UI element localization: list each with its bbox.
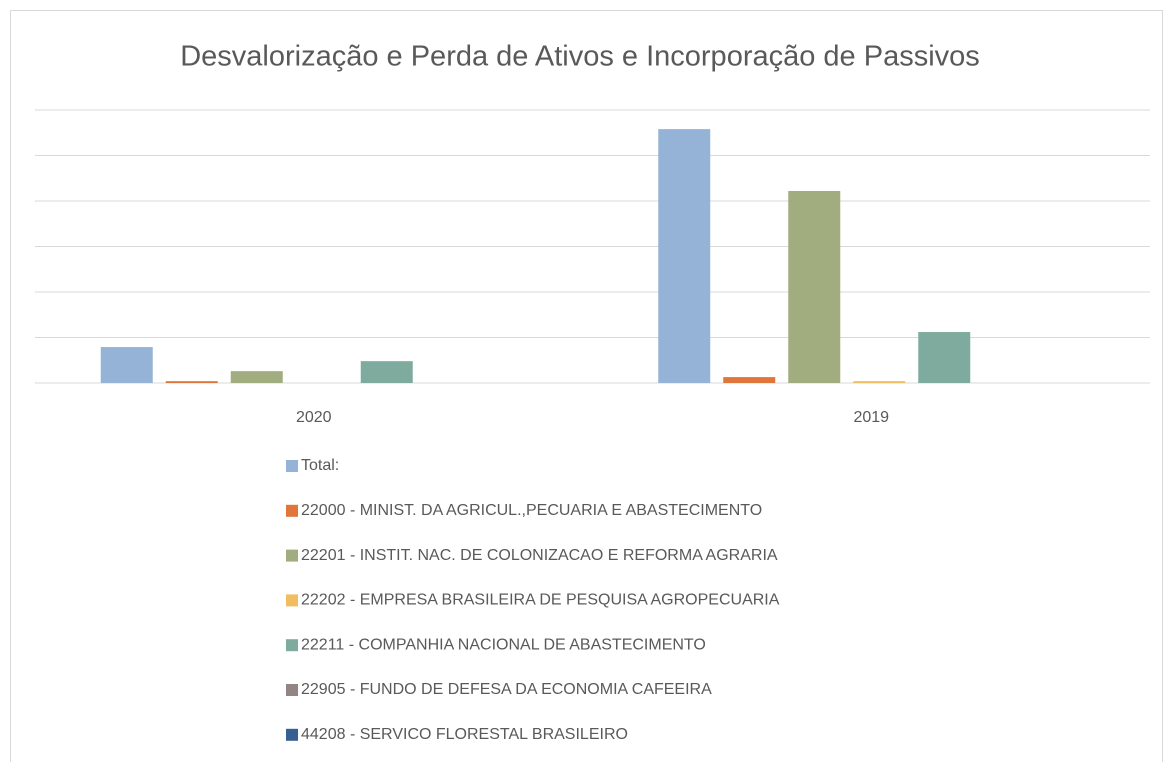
bar [658,129,711,383]
legend-label: 22201 - INSTIT. NAC. DE COLONIZACAO E RE… [301,547,778,564]
legend-swatch [286,460,298,472]
legend-swatch [286,728,298,741]
legend-swatch [286,684,298,696]
bar [853,381,906,383]
legend-label: Total: [301,457,339,474]
x-tick-label: 2020 [296,409,332,426]
legend-swatch [286,639,298,652]
chart-title: Desvalorização e Perda de Ativos e Incor… [180,41,980,73]
bar [360,361,413,383]
legend-swatch [286,549,298,562]
legend-label: 22000 - MINIST. DA AGRICUL.,PECUARIA E A… [301,502,762,519]
legend-label: 44208 - SERVICO FLORESTAL BRASILEIRO [301,726,628,743]
x-tick-label: 2019 [853,409,889,426]
bar [165,381,218,383]
bar [918,332,971,383]
bar [788,190,841,383]
legend-swatch [286,504,298,517]
legend-swatch [286,594,298,607]
bar [100,347,153,383]
legend-label: 22211 - COMPANHIA NACIONAL DE ABASTECIME… [301,636,706,653]
legend-label: 22905 - FUNDO DE DEFESA DA ECONOMIA CAFE… [301,681,712,698]
chart-border [10,10,1163,762]
legend-label: 22202 - EMPRESA BRASILEIRA DE PESQUISA A… [301,592,780,609]
bar [230,371,283,383]
bar [723,377,776,383]
